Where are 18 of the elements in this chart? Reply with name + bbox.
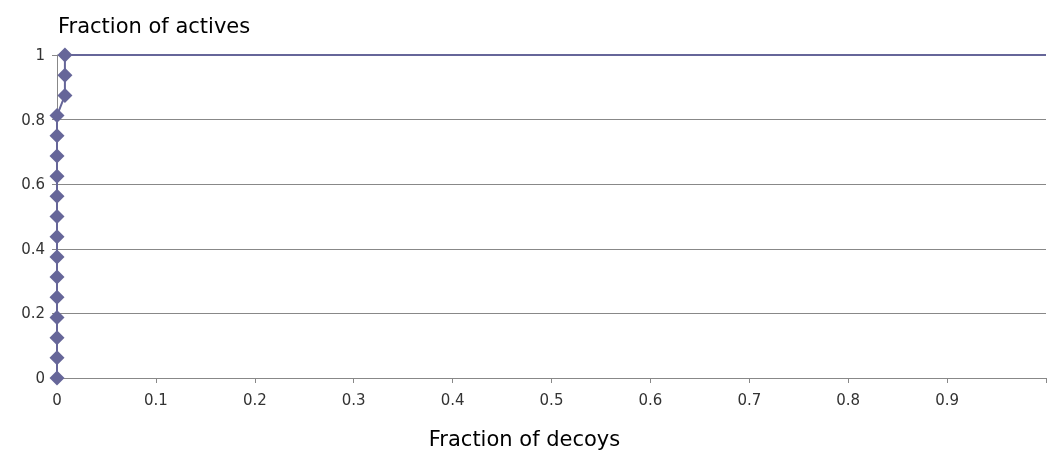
y-tick-label: 0.2 [21, 304, 45, 323]
x-tick-label: 0.1 [143, 390, 168, 409]
x-tick-label: 0.4 [440, 390, 465, 409]
x-tick-label: 0.7 [737, 390, 762, 409]
x-tick-label: 0 [52, 390, 62, 409]
y-tick-label: 0.8 [21, 110, 45, 129]
y-tick-label: 1 [35, 46, 45, 64]
x-tick-label: 0.3 [341, 390, 366, 409]
x-tick-label: 0.5 [539, 390, 564, 409]
x-tick-label: 0.9 [935, 390, 960, 409]
x-tick-label: 0.8 [836, 390, 861, 409]
y-axis-title: Fraction of actives [58, 13, 251, 38]
y-tick-label: 0.4 [21, 239, 45, 258]
y-tick-label: 0.6 [21, 175, 45, 194]
y-tick-label: 0 [35, 369, 45, 387]
x-axis-title: Fraction of decoys [428, 426, 621, 451]
x-tick-label: 0.2 [242, 390, 267, 409]
x-tick-label: 0.6 [638, 390, 663, 409]
